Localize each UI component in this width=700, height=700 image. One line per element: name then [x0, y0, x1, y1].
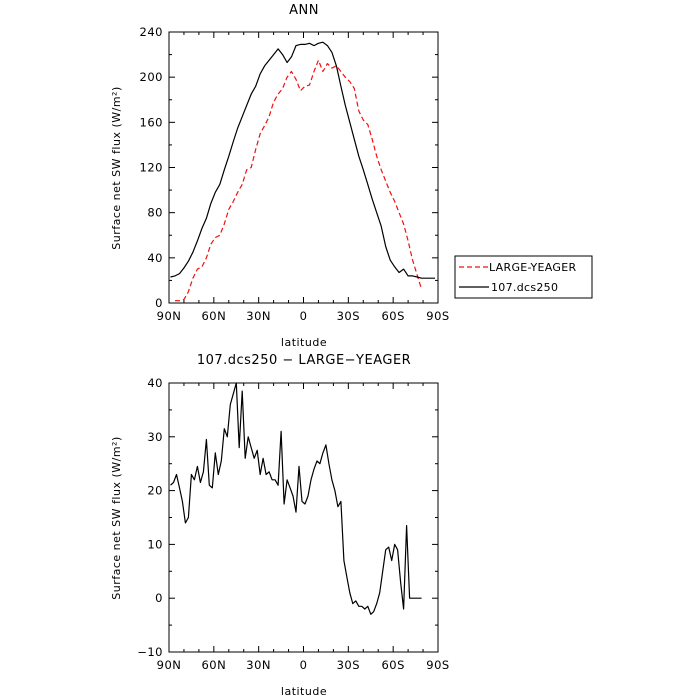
top-x-tick-label: 0: [300, 309, 308, 323]
bottom-y-ticks: −10 0 10 20 30 40: [137, 376, 438, 659]
bottom-y-axis-label: Surface net SW flux (W/m²): [110, 436, 123, 600]
bottom-x-tick-label: 90S: [426, 658, 449, 672]
bottom-x-tick-label: 60N: [201, 658, 226, 672]
bottom-chart-title: 107.dcs250 − LARGE−YEAGER: [197, 353, 411, 368]
bottom-x-tick-label: 0: [300, 658, 308, 672]
top-x-tick-label: 90N: [157, 309, 182, 323]
top-plot-frame: [168, 31, 439, 304]
bottom-x-tick-label: 30N: [246, 658, 271, 672]
bottom-x-tick-label: 60S: [381, 658, 404, 672]
bottom-y-tick-label: 10: [147, 537, 163, 551]
bottom-series-group: [170, 382, 422, 615]
top-series-line-107-dcs250: [170, 41, 435, 279]
bottom-plot-frame: [168, 382, 439, 653]
top-y-axis-label: Surface net SW flux (W/m²): [110, 86, 123, 250]
top-series-group: [170, 41, 435, 302]
top-y-tick-label: 120: [140, 161, 163, 175]
top-x-tick-label: 30N: [246, 309, 271, 323]
bottom-series-line-difference: [170, 382, 422, 615]
top-chart-title: ANN: [289, 3, 319, 18]
top-x-tick-label: 60N: [201, 309, 226, 323]
top-x-tick-label: 90S: [426, 309, 449, 323]
top-y-ticks: 0 40 80 120 160 200 240: [140, 25, 438, 310]
top-y-tick-label: 40: [147, 251, 163, 265]
top-y-tick-label: 240: [140, 25, 163, 39]
top-x-tick-label: 30S: [337, 309, 360, 323]
bottom-y-tick-label: 30: [147, 430, 163, 444]
bottom-y-tick-label: 40: [147, 376, 163, 390]
top-panel: ANN 90N 60N 30N 0 30S 60S 90S 0 40 80 120 160 200 24…: [110, 3, 593, 349]
bottom-y-tick-label: −10: [137, 645, 163, 659]
top-y-tick-label: 80: [147, 206, 163, 220]
legend-label-107-dcs250: 107.dcs250: [491, 281, 558, 294]
top-y-tick-label: 160: [140, 115, 163, 129]
top-x-ticks: 90N 60N 30N 0 30S 60S 90S: [157, 32, 449, 323]
legend: LARGE-YEAGER 107.dcs250: [454, 255, 593, 299]
bottom-x-tick-label: 30S: [337, 658, 360, 672]
legend-box: [454, 255, 593, 299]
top-y-tick-label: 0: [155, 296, 163, 310]
bottom-y-tick-label: 20: [147, 484, 163, 498]
legend-label-large-yeager: LARGE-YEAGER: [489, 261, 576, 274]
bottom-y-tick-label: 0: [155, 591, 163, 605]
top-series-line-large-yeager: [175, 59, 423, 302]
top-x-axis-label: latitude: [281, 336, 327, 349]
bottom-panel: 107.dcs250 − LARGE−YEAGER 90N 60N 30N 0 30S 6…: [110, 353, 449, 698]
top-y-tick-label: 200: [140, 70, 163, 84]
bottom-x-tick-label: 90N: [157, 658, 182, 672]
bottom-x-ticks: 90N 60N 30N 0 30S 60S 90S: [157, 383, 449, 672]
top-x-tick-label: 60S: [381, 309, 404, 323]
bottom-x-axis-label: latitude: [281, 685, 327, 698]
